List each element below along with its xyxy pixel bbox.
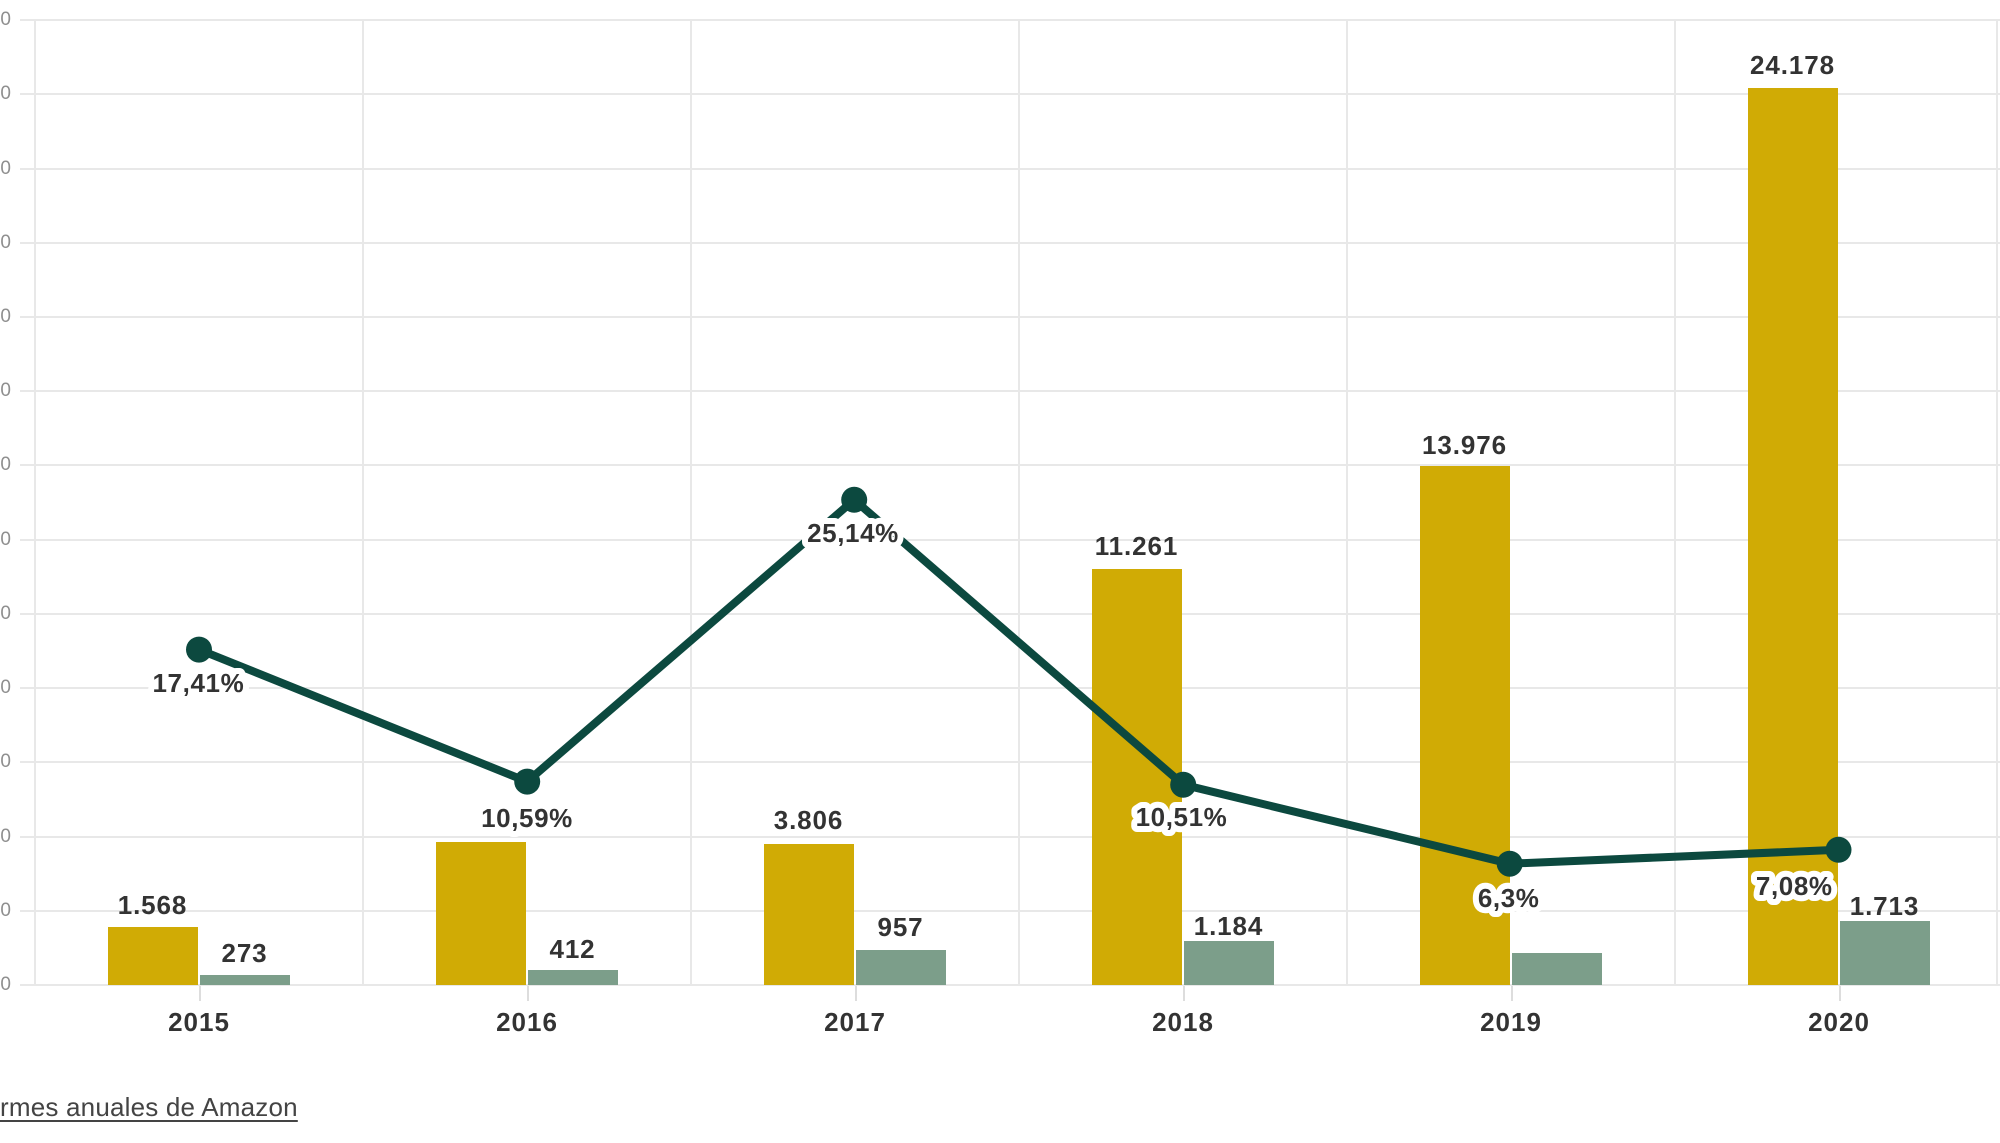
svg-text:7,08%: 7,08% — [1756, 871, 1833, 901]
svg-text:25,14%: 25,14% — [807, 518, 899, 548]
svg-text:10,59%: 10,59% — [481, 803, 573, 833]
svg-text:17,41%: 17,41% — [153, 668, 245, 698]
svg-text:6,3%: 6,3% — [1478, 883, 1540, 913]
svg-text:10,51%: 10,51% — [1136, 802, 1228, 832]
